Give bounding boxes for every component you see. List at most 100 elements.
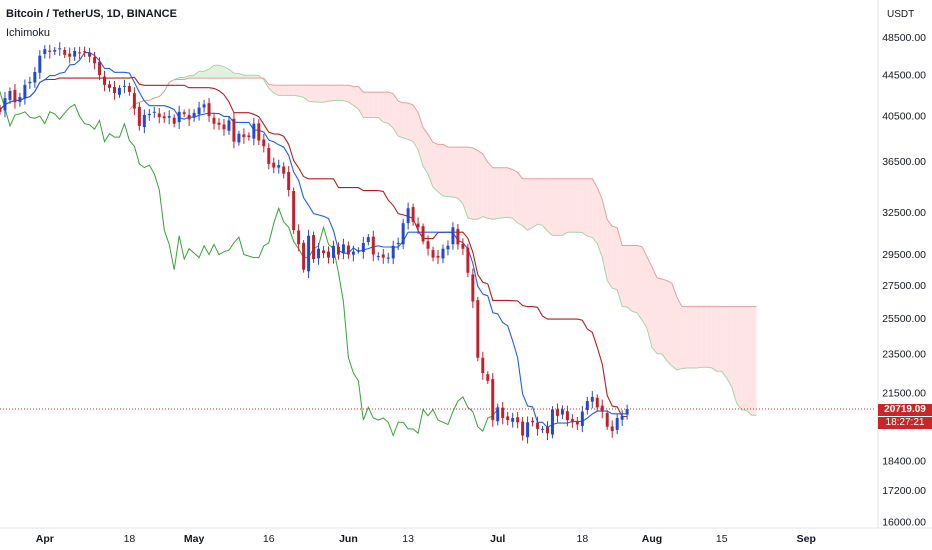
cloud-segment (219, 65, 224, 79)
candle-body (575, 421, 579, 425)
candle-body (242, 134, 246, 138)
y-tick-label: 18400.00 (882, 455, 926, 467)
cloud-segment (751, 306, 757, 416)
candle-body (600, 405, 604, 412)
candle-body (108, 84, 111, 88)
candle-body (142, 115, 146, 128)
candle-body (406, 208, 410, 223)
cloud-segment (716, 306, 722, 372)
candle-body (336, 246, 340, 255)
cloud-segment (552, 178, 558, 236)
candle-body (560, 409, 564, 415)
cloud-segment (637, 245, 643, 321)
candle-body (317, 248, 321, 259)
candle-body (287, 171, 291, 190)
cloud-segment (348, 85, 354, 106)
candle-body (73, 51, 77, 57)
x-tick-label: Aug (642, 533, 662, 545)
cloud-segment (537, 178, 543, 226)
candle-body (496, 407, 500, 422)
cloud-segment (661, 279, 667, 362)
cloud-segment (423, 127, 429, 174)
cloud-segment (592, 178, 598, 244)
candle-body (570, 419, 574, 423)
cloud-segment (547, 178, 553, 236)
cloud-segment (512, 169, 518, 223)
candle-body (356, 250, 360, 252)
cloud-segment (442, 144, 448, 197)
cloud-segment (457, 147, 463, 204)
candle-body (162, 116, 166, 119)
cloud-segment (622, 245, 628, 308)
cloud-segment (358, 86, 364, 118)
cloud-segment (388, 92, 394, 129)
candle-body (546, 427, 549, 434)
candle-body (63, 50, 67, 55)
cloud-segment (223, 66, 229, 79)
cloud-segment (378, 92, 384, 123)
candle-body (565, 411, 569, 421)
cloud-segment (313, 85, 319, 103)
candle-body (441, 248, 445, 259)
cloud-segment (228, 69, 234, 79)
indicator-label[interactable]: Ichimoku (6, 27, 51, 39)
candle-body (43, 49, 47, 55)
cloud-segment (333, 85, 339, 101)
y-tick-label: 44500.00 (882, 69, 926, 81)
candle-body (98, 61, 102, 75)
candle-body (550, 409, 554, 435)
candle-body (521, 421, 525, 436)
y-tick-label: 32500.00 (882, 207, 926, 219)
candle-body (13, 89, 17, 103)
y-tick-label: 17200.00 (882, 485, 926, 497)
y-tick-label: 27500.00 (882, 280, 926, 292)
cloud-segment (492, 167, 498, 220)
candle-body (481, 357, 485, 373)
cloud-segment (522, 178, 528, 231)
cloud-segment (283, 85, 289, 96)
cloud-segment (204, 69, 210, 79)
candle-body (376, 256, 380, 258)
candle-body (93, 57, 97, 64)
candle-body (411, 207, 415, 222)
cloud-segment (612, 226, 618, 290)
cloud-segment (731, 306, 737, 404)
candle-body (361, 242, 365, 252)
x-tick-label: Jul (490, 533, 505, 545)
candle-body (187, 114, 191, 120)
candle-body (322, 250, 326, 254)
candle-body (192, 112, 196, 118)
cloud-segment (248, 75, 254, 79)
candle-body (23, 84, 27, 99)
cloud-segment (711, 306, 717, 372)
candle-body (341, 244, 345, 253)
candle-body (167, 116, 171, 118)
y-tick-label: 36500.00 (882, 156, 926, 168)
cloud-segment (567, 178, 573, 233)
cloud-segment (308, 85, 314, 102)
candle-body (595, 397, 599, 408)
y-tick-label: 29500.00 (882, 249, 926, 261)
cloud-segment (452, 147, 458, 199)
candle-body (147, 113, 151, 116)
x-tick-label: 13 (402, 533, 414, 545)
candle-body (112, 87, 116, 93)
cloud-segment (233, 73, 239, 79)
candle-body (3, 98, 7, 111)
cloud-segment (462, 147, 468, 218)
candle-body (38, 55, 42, 73)
candle-body (232, 118, 236, 142)
candle-body (257, 123, 261, 141)
cloud-segment (338, 85, 344, 101)
candle-body (33, 71, 37, 83)
cloud-segment (701, 306, 707, 368)
cloud-segment (214, 65, 219, 79)
x-tick-label: May (184, 533, 205, 545)
cloud-segment (373, 92, 379, 118)
candle-body (590, 396, 594, 402)
candle-body (466, 247, 470, 273)
candle-body (366, 237, 370, 242)
candle-body (68, 53, 72, 57)
